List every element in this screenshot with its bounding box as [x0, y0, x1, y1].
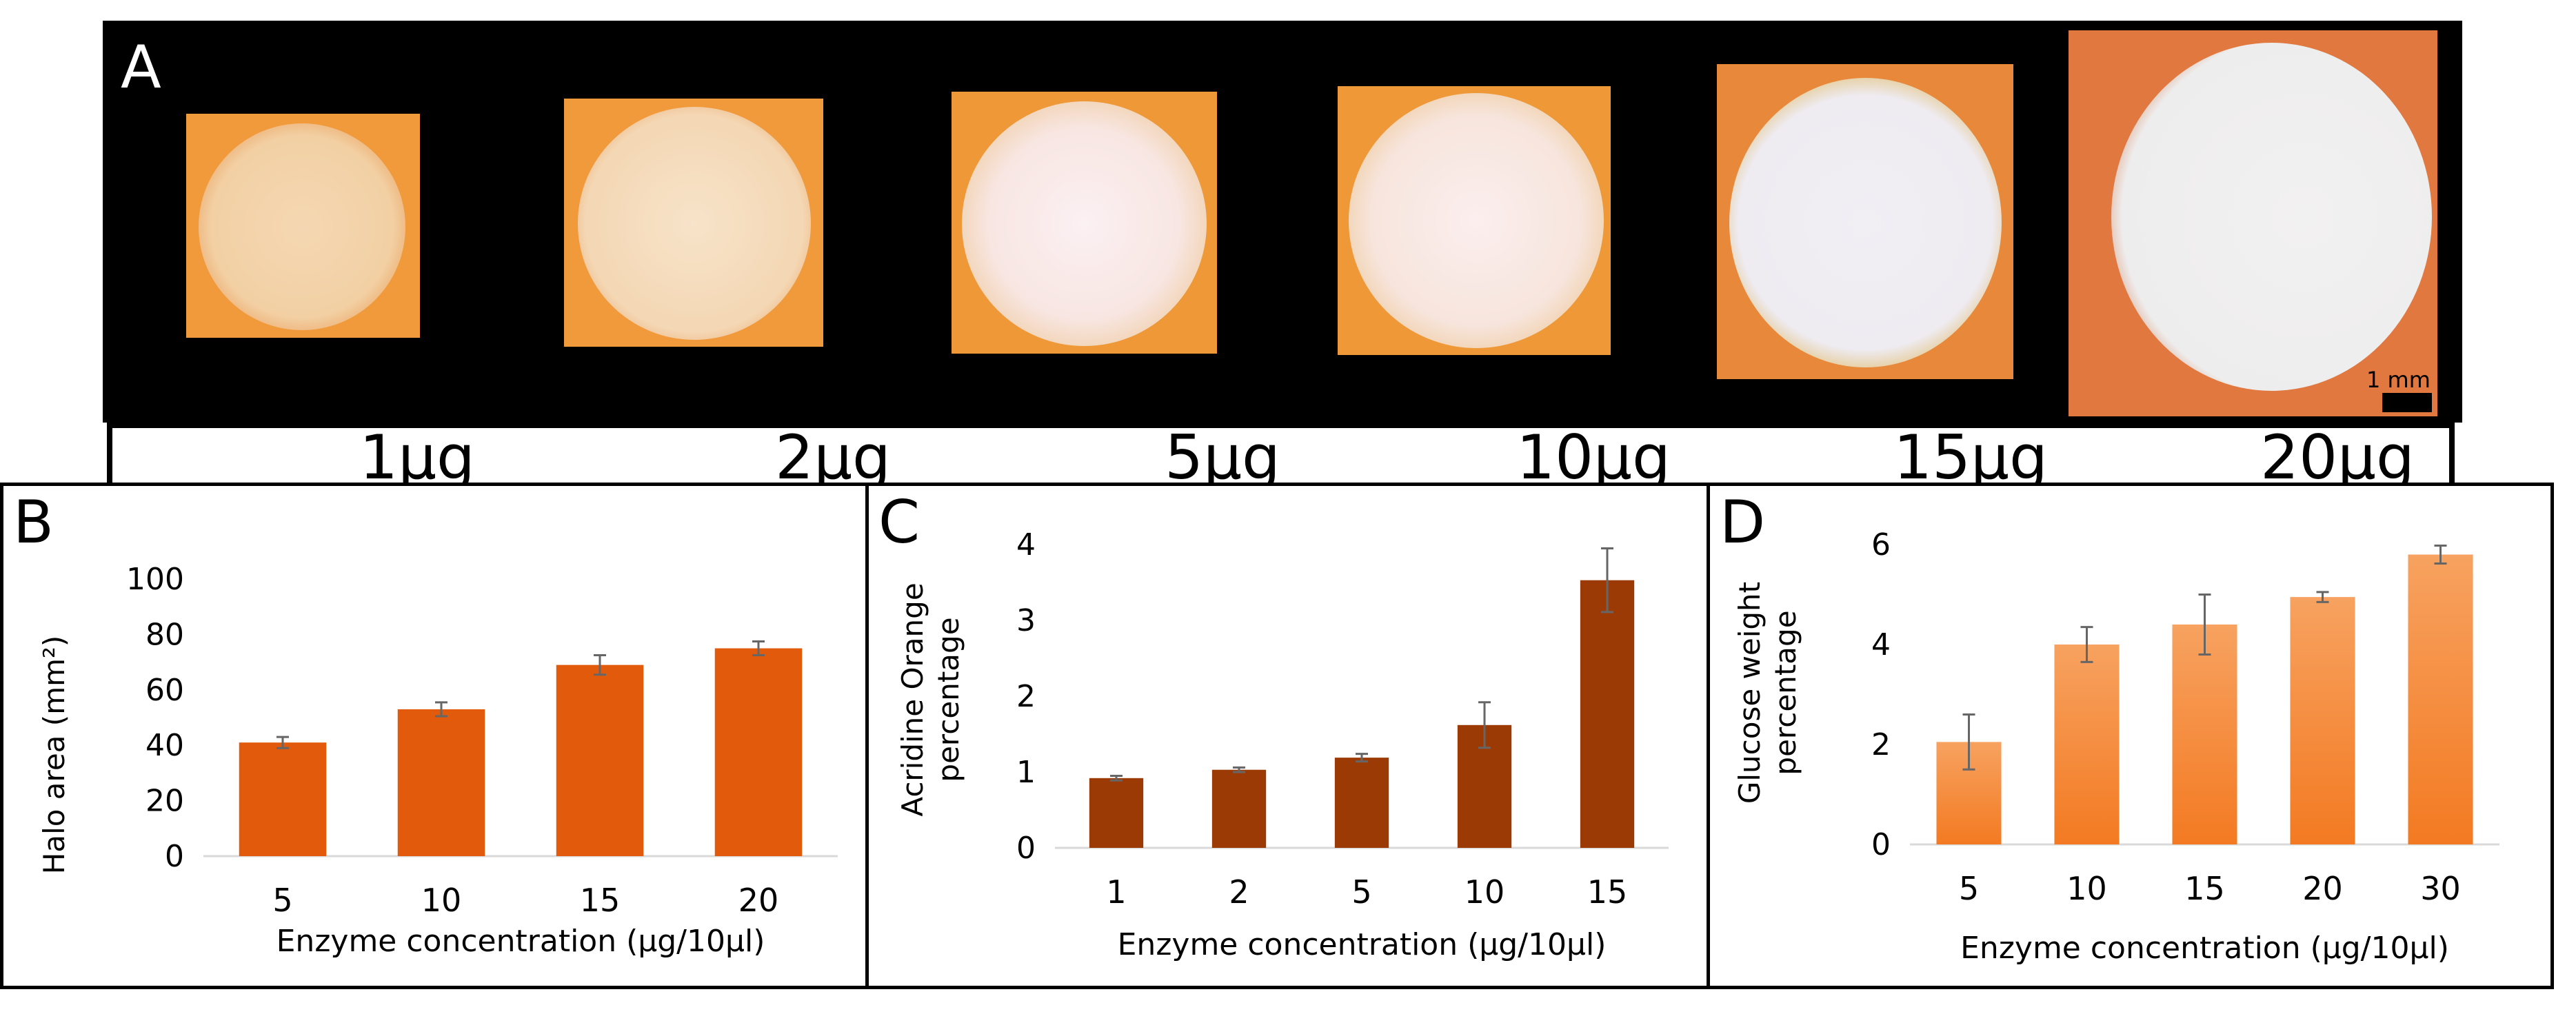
y-tick-label: 100 [126, 562, 184, 597]
x-tick-label: 10 [421, 882, 462, 919]
x-tick-label: 20 [2302, 870, 2343, 907]
concentration-label: 15µg [1893, 422, 2048, 493]
bar [2408, 554, 2473, 844]
plate-photo-20ug [2069, 30, 2437, 416]
plate-photo-5ug [952, 92, 1217, 354]
bar [2054, 645, 2120, 844]
x-tick-label: 10 [1465, 873, 1505, 911]
y-tick-label: 80 [145, 617, 184, 652]
y-tick-label: 4 [1016, 527, 1036, 562]
panel-c-letter: C [878, 488, 920, 557]
bar [1580, 580, 1635, 848]
bar [556, 665, 644, 856]
x-axis-title: Enzyme concentration (µg/10µl) [276, 924, 765, 959]
y-tick-label: 60 [145, 673, 184, 708]
x-tick-label: 15 [2184, 870, 2225, 907]
bar [2290, 597, 2355, 844]
bar [1334, 758, 1389, 848]
concentration-label: 1µg [359, 422, 475, 493]
halo-area-bar-chart: 0 20 40 60 80 100 5 10 15 20 Enzyme concentration … [37, 562, 838, 959]
concentration-label: 2µg [775, 422, 891, 493]
bar [397, 709, 485, 856]
plate-photo-10ug [1338, 86, 1611, 355]
bar [1211, 769, 1267, 848]
panel-d-letter: D [1720, 488, 1766, 557]
x-tick-label: 5 [1959, 870, 1979, 907]
y-tick-label: 4 [1871, 627, 1891, 662]
x-tick-label: 10 [2066, 870, 2107, 907]
x-tick-label: 20 [738, 882, 779, 919]
acridine-orange-bar-chart: 0 1 2 3 4 1 2 5 10 15 Enzyme concentration (µg/10µ… [896, 527, 1669, 962]
bar [1089, 778, 1144, 848]
y-tick-label: 20 [145, 784, 184, 819]
y-axis-title: Glucose weight [1733, 582, 1767, 804]
panel-b-letter: B [13, 488, 54, 557]
panel-a-letter: A [121, 33, 161, 102]
bar [239, 742, 327, 856]
y-tick-label: 2 [1871, 727, 1891, 762]
concentration-label: 5µg [1165, 422, 1280, 493]
x-tick-label: 5 [1351, 873, 1371, 911]
scale-bar-label: 1 mm [2366, 367, 2431, 393]
bar [714, 648, 803, 856]
y-tick-label: 0 [1016, 831, 1036, 866]
y-tick-label: 0 [1871, 827, 1891, 862]
concentration-labels-strip: 1µg 2µg 5µg 10µg 15µg 20µg [107, 423, 2455, 493]
plate-photo-2ug [564, 99, 823, 347]
y-tick-label: 2 [1016, 679, 1036, 714]
y-tick-label: 3 [1016, 603, 1036, 638]
x-tick-label: 30 [2420, 870, 2461, 907]
glucose-weight-bar-chart: 0 2 4 6 5 10 15 20 30 Enzyme concentration (µg/10… [1733, 527, 2499, 966]
y-tick-label: 1 [1016, 755, 1036, 790]
y-tick-label: 6 [1871, 527, 1891, 562]
x-tick-label: 1 [1106, 873, 1126, 911]
x-tick-label: 15 [580, 882, 621, 919]
x-tick-label: 15 [1587, 873, 1628, 911]
y-tick-label: 40 [145, 728, 184, 763]
bar [2172, 625, 2237, 844]
x-tick-label: 5 [272, 882, 292, 919]
plate-photo-1ug [186, 114, 420, 338]
concentration-label: 20µg [2260, 422, 2415, 493]
x-axis-title: Enzyme concentration (µg/10µl) [1960, 931, 2449, 966]
y-axis-title: percentage [1769, 610, 1802, 775]
x-tick-label: 2 [1229, 873, 1249, 911]
panel-c-acridine-chart: C 0 1 2 3 4 1 2 5 10 15 Enzyme concentration (µg/1… [865, 483, 1710, 989]
y-axis-title: Acridine Orange [896, 582, 929, 816]
panel-d-glucose-chart: D 0 2 4 6 5 10 15 20 30 Enzyme concentration (µg/… [1707, 483, 2554, 989]
y-axis-title: percentage [932, 617, 965, 782]
y-tick-label: 0 [165, 839, 184, 874]
scale-bar [2382, 393, 2432, 412]
y-axis-title: Halo area (mm²) [37, 636, 71, 874]
x-axis-title: Enzyme concentration (µg/10µl) [1118, 927, 1607, 962]
concentration-label: 10µg [1516, 422, 1671, 493]
panel-b-halo-area-chart: B 0 20 40 60 80 100 5 10 15 20 Enzyme concentratio… [0, 483, 869, 989]
plate-photo-15ug [1717, 64, 2013, 379]
